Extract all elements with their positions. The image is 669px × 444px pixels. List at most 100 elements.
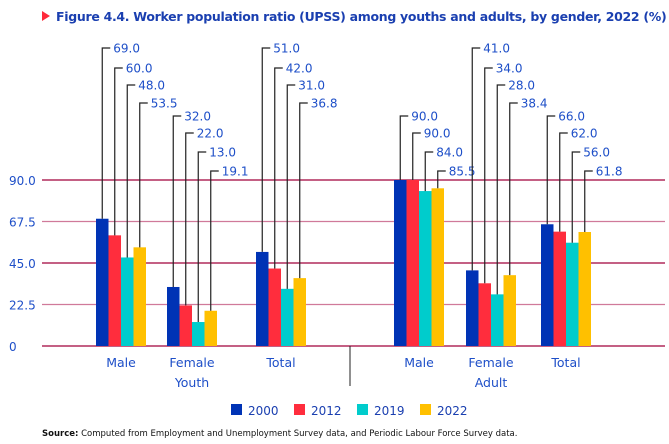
chart-title-text: Figure 4.4. Worker population ratio (UPS… — [56, 9, 667, 24]
leader-line — [484, 67, 493, 284]
data-label: 90.0 — [411, 110, 438, 124]
source-text: Computed from Employment and Unemploymen… — [78, 429, 518, 439]
leader-line — [185, 132, 194, 306]
y-tick-label: 0 — [9, 340, 17, 354]
y-tick-label: 22.5 — [9, 299, 36, 313]
bar-2012 — [268, 268, 281, 346]
legend-label: 2022 — [437, 404, 468, 418]
data-label: 62.0 — [571, 127, 598, 141]
bar-2000 — [167, 286, 180, 346]
data-label: 56.0 — [583, 146, 610, 160]
bar-2022 — [133, 247, 146, 346]
leader-line — [509, 102, 518, 276]
data-label: 84.0 — [436, 146, 463, 160]
bar-2019 — [281, 288, 294, 346]
chart-title: Figure 4.4. Worker population ratio (UPS… — [42, 9, 667, 24]
data-label: 85.5 — [449, 165, 476, 179]
leader-line — [286, 84, 296, 289]
x-category-label: Male — [404, 355, 434, 370]
leader-line — [399, 115, 409, 180]
leader-line — [496, 84, 506, 295]
bar-2022 — [204, 310, 217, 346]
bar-2000 — [541, 224, 554, 346]
data-label: 28.0 — [508, 79, 535, 93]
bar-2022 — [431, 188, 444, 346]
leader-line — [471, 47, 481, 271]
x-category-label: Male — [106, 355, 136, 370]
x-category-label: Total — [550, 355, 580, 370]
leader-line — [139, 102, 148, 248]
leader-line — [299, 102, 308, 279]
leader-line — [172, 115, 182, 287]
leader-line — [412, 132, 421, 180]
data-label: 69.0 — [113, 42, 140, 56]
x-category-label: Total — [265, 355, 295, 370]
leader-line — [114, 67, 123, 236]
source-label: Source: — [42, 429, 79, 439]
bar-2000 — [96, 218, 109, 346]
bar-2019 — [121, 257, 134, 346]
leader-line — [424, 151, 434, 192]
legend-label: 2012 — [311, 404, 342, 418]
bar-2000 — [466, 270, 479, 346]
data-label: 90.0 — [424, 127, 451, 141]
source-note: Source: Computed from Employment and Une… — [42, 429, 517, 439]
x-category-label: Female — [169, 355, 215, 370]
data-label: 42.0 — [286, 62, 313, 76]
data-label: 41.0 — [483, 42, 510, 56]
bar-2012 — [478, 283, 491, 346]
bar-2022 — [293, 278, 306, 346]
bar-2022 — [503, 275, 516, 346]
data-label: 61.8 — [596, 165, 623, 179]
leader-line — [210, 170, 219, 311]
x-group-label: Youth — [174, 375, 209, 390]
data-label: 13.0 — [209, 146, 236, 160]
triangle-marker-icon — [42, 11, 50, 21]
data-label: 53.5 — [151, 97, 178, 111]
data-label: 34.0 — [496, 62, 523, 76]
y-tick-label: 67.5 — [9, 216, 36, 230]
leader-line — [274, 67, 283, 269]
data-label: 60.0 — [126, 62, 153, 76]
bar-2012 — [553, 231, 566, 346]
bar-2019 — [192, 322, 205, 346]
data-label: 51.0 — [273, 42, 300, 56]
bar-2019 — [419, 191, 432, 346]
leader-line — [559, 132, 568, 232]
y-tick-label: 90.0 — [9, 174, 36, 188]
bar-2012 — [179, 305, 192, 346]
bar-2019 — [491, 294, 504, 346]
y-tick-label: 45.0 — [9, 257, 36, 271]
leader-line — [197, 151, 207, 323]
leader-line — [126, 84, 136, 258]
bar-2012 — [108, 235, 121, 346]
data-label: 38.4 — [521, 97, 548, 111]
data-label: 32.0 — [184, 110, 211, 124]
legend-label: 2019 — [374, 404, 405, 418]
legend-label: 2000 — [248, 404, 279, 418]
legend-swatch-2022 — [420, 404, 431, 415]
data-label: 31.0 — [298, 79, 325, 93]
data-label: 48.0 — [138, 79, 165, 93]
leader-line — [437, 170, 446, 189]
bar-2000 — [394, 180, 407, 346]
x-category-label: Female — [468, 355, 514, 370]
chart-plot: 0 22.5 45.0 67.5 90.0 69.0 60.0 48.0 53.5 Male 32.… — [9, 42, 665, 418]
bar-2012 — [406, 180, 419, 346]
leader-line — [571, 151, 581, 243]
legend-swatch-2012 — [294, 404, 305, 415]
data-label: 22.0 — [197, 127, 224, 141]
x-group-label: Adult — [475, 375, 508, 390]
leader-line — [261, 47, 271, 252]
legend-swatch-2019 — [357, 404, 368, 415]
bar-2022 — [578, 232, 591, 346]
bar-2000 — [256, 251, 269, 346]
data-label: 36.8 — [311, 97, 338, 111]
legend-swatch-2000 — [231, 404, 242, 415]
leader-line — [584, 170, 593, 233]
leader-line — [101, 47, 111, 219]
bar-2019 — [566, 242, 579, 346]
data-label: 19.1 — [222, 165, 249, 179]
data-label: 66.0 — [558, 110, 585, 124]
